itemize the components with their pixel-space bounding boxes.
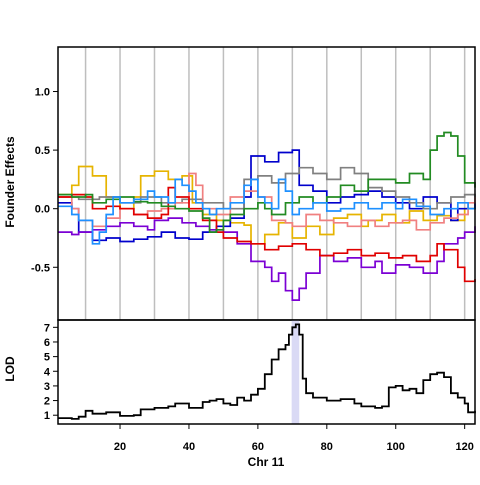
lod-ytick-label: 6 — [44, 337, 50, 349]
xtick-label: 80 — [321, 441, 333, 453]
lod-ytick-label: 5 — [44, 352, 50, 364]
founder-series-line-5 — [58, 217, 476, 301]
founder-effects-panel: -0.5 0.0 0.5 1.0 — [31, 46, 476, 321]
lod-support-interval — [291, 320, 300, 424]
lod-panel: 1 2 3 4 5 6 7 20 40 60 80 100 120 — [44, 319, 476, 453]
lod-ytick-label: 2 — [44, 396, 50, 408]
top-ytick-label: 0.0 — [35, 204, 50, 216]
top-ytick-label: 0.5 — [35, 145, 50, 157]
chromosome-xlabel: Chr 11 — [248, 455, 285, 469]
founder-series-line-6 — [58, 186, 476, 283]
lod-ytick-label: 1 — [44, 410, 50, 422]
top-ytick-label: -0.5 — [31, 262, 50, 274]
founder-series-line-8 — [58, 178, 476, 245]
founder-series-line-7 — [58, 131, 476, 233]
lod-ylabel: LOD — [3, 356, 17, 382]
xtick-label: 120 — [455, 441, 473, 453]
lod-ytick-label: 3 — [44, 381, 50, 393]
xtick-label: 100 — [387, 441, 405, 453]
xtick-label: 40 — [183, 441, 195, 453]
xtick-label: 20 — [114, 441, 126, 453]
lod-ytick-label: 4 — [44, 366, 51, 378]
bottom-panel-frame — [57, 319, 476, 425]
top-ytick-label: 1.0 — [35, 87, 50, 99]
xtick-label: 60 — [252, 441, 264, 453]
lod-ytick-label: 7 — [44, 322, 50, 334]
founder-effects-ylabel: Founder Effects — [3, 136, 17, 228]
founder-series-line-2 — [58, 149, 476, 243]
lod-curve — [58, 323, 476, 420]
